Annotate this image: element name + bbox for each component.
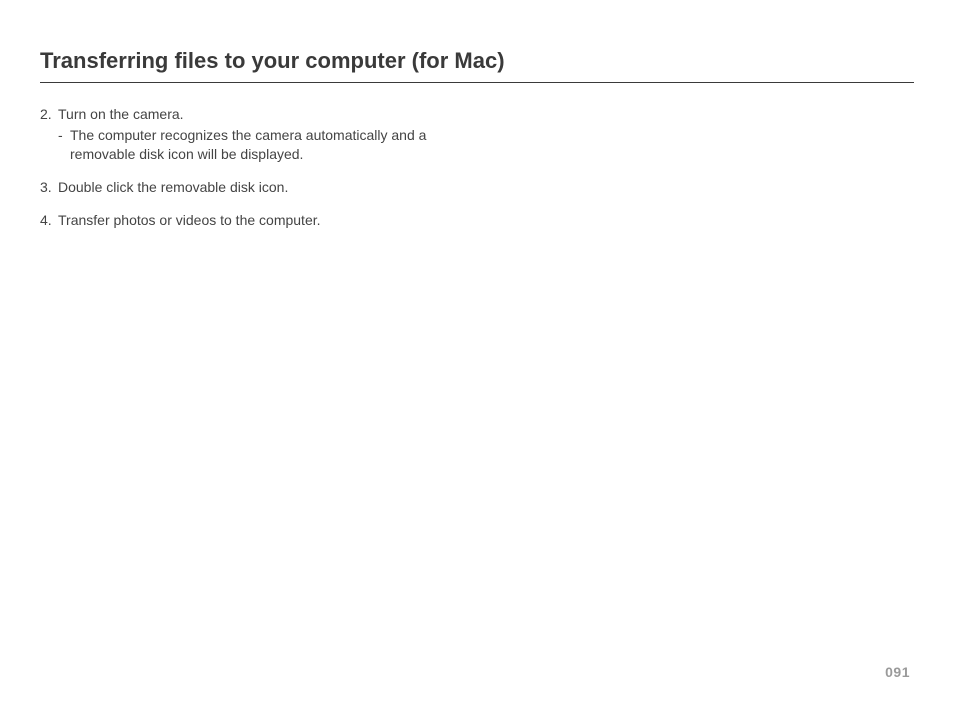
document-page: Transferring files to your computer (for… (0, 0, 954, 720)
sub-text: The computer recognizes the camera autom… (70, 126, 480, 164)
step-line: 4. Transfer photos or videos to the comp… (40, 211, 480, 230)
step-number: 3. (40, 178, 58, 197)
step-2: 2. Turn on the camera. - The computer re… (40, 105, 480, 164)
step-line: 2. Turn on the camera. (40, 105, 480, 124)
step-4: 4. Transfer photos or videos to the comp… (40, 211, 480, 230)
page-title: Transferring files to your computer (for… (40, 48, 914, 83)
page-number: 091 (885, 664, 910, 680)
instructions-column: 2. Turn on the camera. - The computer re… (40, 105, 480, 229)
step-number: 2. (40, 105, 58, 124)
step-text: Double click the removable disk icon. (58, 178, 480, 197)
step-3: 3. Double click the removable disk icon. (40, 178, 480, 197)
step-sub: - The computer recognizes the camera aut… (40, 124, 480, 164)
step-number: 4. (40, 211, 58, 230)
step-line: 3. Double click the removable disk icon. (40, 178, 480, 197)
step-text: Transfer photos or videos to the compute… (58, 211, 480, 230)
step-text: Turn on the camera. (58, 105, 480, 124)
sub-dash: - (58, 126, 70, 164)
